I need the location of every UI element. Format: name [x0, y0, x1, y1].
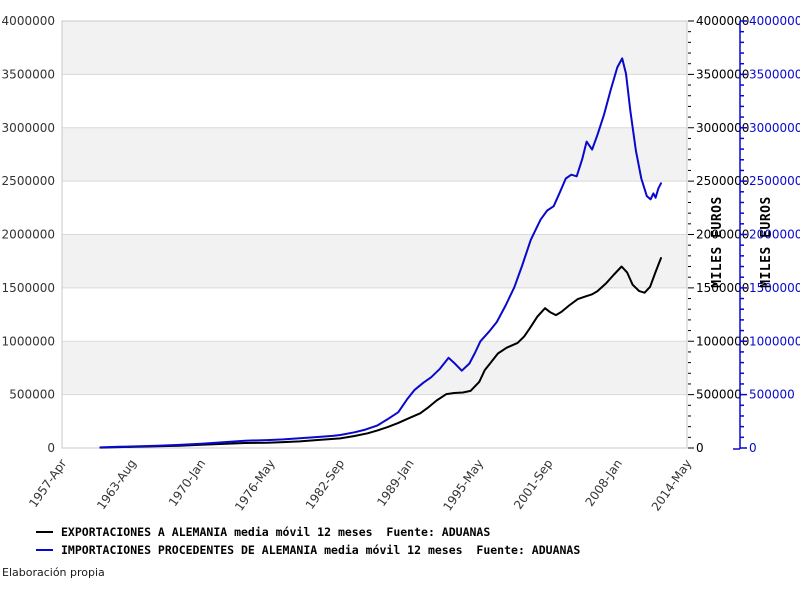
y-axis-right-black-tick-label: 0	[696, 441, 704, 455]
x-axis-tick-label: 1957-Apr	[26, 457, 69, 510]
legend-item-exportaciones: EXPORTACIONES A ALEMANIA media móvil 12 …	[36, 523, 580, 541]
y-axis-left-tick-label: 4000000	[2, 14, 55, 28]
y-axis-right-blue-tick-label: 1500000	[749, 281, 800, 295]
plot-border	[61, 20, 688, 449]
y-axis-right-black-tick-label: 3500000	[696, 67, 749, 81]
y-axis-right-blue-tick-label: 2000000	[749, 228, 800, 242]
legend: EXPORTACIONES A ALEMANIA media móvil 12 …	[36, 523, 580, 559]
y-axis-left-tick-label: 0	[47, 441, 55, 455]
y-axis-right-blue-tick-label: 1000000	[749, 334, 800, 348]
x-axis-tick-label: 1989-Jan	[374, 457, 416, 509]
y-axis-right-blue-tick-label: 0	[749, 441, 757, 455]
plot-band	[62, 21, 687, 75]
x-axis-tick-label: 1976-May	[232, 457, 278, 514]
plot-band	[62, 394, 687, 448]
y-axis-right-blue-tick-label: 3500000	[749, 67, 800, 81]
x-axis-tick-label: 1970-Jan	[166, 457, 208, 509]
y-axis-left-tick-label: 2000000	[2, 228, 55, 242]
y-axis-left-tick-label: 3500000	[2, 67, 55, 81]
legend-line-swatch-exportaciones	[36, 531, 53, 533]
y-axis-right-blue-tick-label: 4000000	[749, 14, 800, 28]
x-axis-tick-label: 1982-Sep	[303, 457, 347, 512]
plot-band	[62, 341, 687, 395]
y-axis-right-blue-tick-label: 3000000	[749, 121, 800, 135]
legend-label-importaciones: IMPORTACIONES PROCEDENTES DE ALEMANIA me…	[61, 543, 581, 557]
plot-band	[62, 287, 687, 342]
plot-band	[62, 234, 687, 288]
y-axis-right-black-tick-label: 2000000	[696, 228, 749, 242]
y-axis-title-blue: MILES EUROS	[759, 196, 774, 288]
y-axis-right-black-tick-label: 4000000	[696, 14, 749, 28]
y-axis-right-black-tick-label: 3000000	[696, 121, 749, 135]
x-axis-tick-label: 1963-Aug	[94, 457, 139, 513]
attribution-note: Elaboración propia	[2, 566, 105, 579]
y-axis-left-tick-label: 2500000	[2, 174, 55, 188]
y-axis-right-black-tick-label: 1500000	[696, 281, 749, 295]
legend-item-importaciones: IMPORTACIONES PROCEDENTES DE ALEMANIA me…	[36, 541, 580, 559]
data-line-importaciones	[99, 57, 662, 449]
plot-band	[62, 181, 687, 235]
y-axis-left-tick-label: 3000000	[2, 121, 55, 135]
y-axis-left-tick-label: 1000000	[2, 334, 55, 348]
legend-line-swatch-importaciones	[36, 549, 53, 551]
x-axis-tick-label: 2001-Sep	[511, 457, 555, 512]
y-axis-right-black-tick-label: 500000	[696, 388, 742, 402]
line-chart-canvas: 0 500000 1000000 1500000 2000000 2500000 30000…	[2, 14, 800, 514]
y-axis-right-black-tick-label: 2500000	[696, 174, 749, 188]
data-line-exportaciones	[99, 257, 662, 449]
legend-label-exportaciones: EXPORTACIONES A ALEMANIA media móvil 12 …	[61, 525, 491, 539]
y-axis-left-tick-label: 1500000	[2, 281, 55, 295]
y-axis-right-black-tick-label: 1000000	[696, 334, 749, 348]
plot-band	[62, 74, 687, 128]
x-axis-tick-label: 1995-May	[440, 457, 486, 514]
y-axis-right-blue-tick-label: 500000	[749, 388, 795, 402]
x-axis-tick-label: 2008-Jan	[583, 457, 625, 509]
y-axis-right-blue-tick-label: 2500000	[749, 174, 800, 188]
plot-band	[62, 127, 687, 182]
y-axis-title-black: MILES EUROS	[710, 196, 725, 288]
y-axis-left-tick-label: 500000	[9, 388, 55, 402]
x-axis-tick-label: 2014-May	[649, 457, 695, 514]
